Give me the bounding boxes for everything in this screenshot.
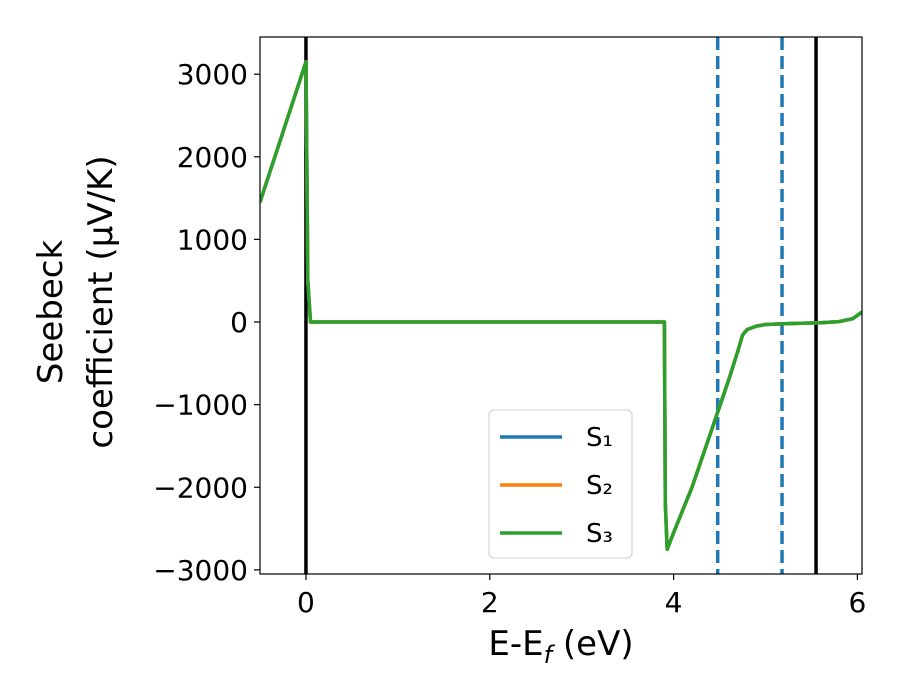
x-tick-label: 2 <box>481 586 499 619</box>
x-axis-ticks: 0 2 4 6 <box>297 574 866 619</box>
y-axis-title-line1: Seebeck <box>31 240 71 385</box>
y-axis-title-line2: coefficient (μV/K) <box>81 155 121 448</box>
y-tick-label: 0 <box>230 306 248 339</box>
x-axis-title-main: E-E <box>488 624 543 664</box>
x-axis-title: E-Ef (eV) <box>488 624 633 669</box>
y-tick-label: 3000 <box>177 58 248 91</box>
series-line-s3 <box>260 60 862 551</box>
legend-label-s2: S₂ <box>586 471 613 501</box>
y-axis-ticks: −3000 −2000 −1000 0 1000 2000 3000 <box>153 58 260 587</box>
y-tick-label: 1000 <box>177 223 248 256</box>
y-tick-label: −2000 <box>153 471 248 504</box>
axes-frame <box>259 36 863 575</box>
x-tick-label: 0 <box>297 586 315 619</box>
y-axis-title: Seebeck coefficient (μV/K) <box>31 155 121 448</box>
y-tick-label: −3000 <box>153 554 248 587</box>
legend: S₁ S₂ S₃ <box>488 409 633 559</box>
x-tick-label: 6 <box>848 586 866 619</box>
y-tick-label: −1000 <box>153 389 248 422</box>
legend-label-s1: S₁ <box>586 423 613 453</box>
y-tick-label: 2000 <box>177 141 248 174</box>
series-lines <box>260 60 862 551</box>
x-tick-label: 4 <box>665 586 683 619</box>
legend-label-s3: S₃ <box>586 519 613 549</box>
x-axis-title-unit: (eV) <box>552 624 634 664</box>
